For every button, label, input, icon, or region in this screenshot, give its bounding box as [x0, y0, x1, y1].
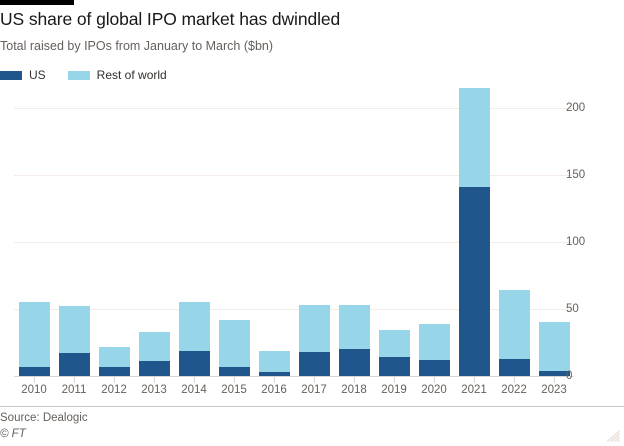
- bar-segment-us[interactable]: [338, 349, 370, 376]
- bar-segment-rest-of-world[interactable]: [498, 290, 530, 359]
- x-axis-tick-label: 2013: [141, 384, 167, 396]
- gridline-150: [14, 175, 574, 177]
- bar-segment-us[interactable]: [418, 359, 450, 376]
- x-axis-tick: [274, 376, 275, 383]
- x-axis-tick-label: 2016: [261, 384, 287, 396]
- bar-segment-us[interactable]: [18, 366, 50, 376]
- x-axis-tick: [474, 376, 475, 383]
- y-axis-tick-label: 150: [566, 169, 586, 182]
- x-axis-tick: [74, 376, 75, 383]
- footer-divider: [0, 406, 624, 407]
- x-axis-tick: [434, 376, 435, 383]
- bar-segment-rest-of-world[interactable]: [298, 305, 330, 352]
- x-axis-tick-label: 2014: [181, 384, 207, 396]
- y-axis-tick-label: 0: [566, 370, 573, 382]
- bar-segment-us[interactable]: [378, 357, 410, 376]
- bar-segment-rest-of-world[interactable]: [258, 350, 290, 372]
- x-axis-tick-label: 2022: [501, 384, 527, 396]
- bar-group[interactable]: [218, 88, 250, 376]
- bar-segment-rest-of-world[interactable]: [178, 302, 210, 351]
- x-axis-tick-label: 2012: [101, 384, 127, 396]
- x-axis-tick: [514, 376, 515, 383]
- x-axis-tick: [114, 376, 115, 383]
- x-axis-tick: [394, 376, 395, 383]
- bar-group[interactable]: [98, 88, 130, 376]
- bar-segment-rest-of-world[interactable]: [58, 306, 90, 354]
- x-axis-tick-label: 2015: [221, 384, 247, 396]
- bar-group[interactable]: [18, 88, 50, 376]
- x-axis-tick: [314, 376, 315, 383]
- gridline-100: [14, 242, 574, 244]
- x-axis-tick: [154, 376, 155, 383]
- x-axis-tick: [354, 376, 355, 383]
- y-axis-tick-label: 100: [566, 236, 586, 249]
- x-axis-tick: [34, 376, 35, 383]
- x-axis-tick-label: 2018: [341, 384, 367, 396]
- bar-segment-rest-of-world[interactable]: [378, 330, 410, 358]
- bar-group[interactable]: [418, 88, 450, 376]
- bar-group[interactable]: [258, 88, 290, 376]
- y-axis-tick-label: 50: [566, 303, 579, 316]
- bar-group[interactable]: [498, 88, 530, 376]
- bar-group[interactable]: [178, 88, 210, 376]
- gridline-50: [14, 309, 574, 311]
- legend-label: US: [29, 68, 46, 82]
- x-axis-tick: [554, 376, 555, 383]
- bar-segment-rest-of-world[interactable]: [338, 305, 370, 350]
- x-axis-tick: [194, 376, 195, 383]
- legend-swatch-icon: [67, 70, 90, 80]
- bar-group[interactable]: [138, 88, 170, 376]
- bar-segment-us[interactable]: [218, 366, 250, 376]
- gridline-0: [14, 376, 574, 377]
- bar-segment-us[interactable]: [498, 358, 530, 376]
- y-axis-tick-label: 200: [566, 102, 586, 115]
- x-axis-tick-label: 2010: [21, 384, 47, 396]
- bar-segment-rest-of-world[interactable]: [18, 302, 50, 367]
- x-axis-tick-label: 2023: [541, 384, 567, 396]
- bar-group[interactable]: [298, 88, 330, 376]
- bar-segment-rest-of-world[interactable]: [418, 323, 450, 360]
- x-axis-tick-label: 2021: [461, 384, 487, 396]
- bar-segment-rest-of-world[interactable]: [218, 319, 250, 367]
- gridline-200: [14, 108, 574, 110]
- chart-legend: US Rest of world: [0, 68, 189, 82]
- source-note: Source: Dealogic: [0, 412, 88, 424]
- bar-segment-us[interactable]: [98, 366, 130, 376]
- legend-label: Rest of world: [96, 68, 167, 82]
- x-axis-tick-label: 2020: [421, 384, 447, 396]
- bar-segment-us[interactable]: [258, 371, 290, 376]
- bar-segment-rest-of-world[interactable]: [138, 331, 170, 362]
- x-axis-tick: [234, 376, 235, 383]
- x-axis-tick-label: 2011: [61, 384, 87, 396]
- bar-segment-us[interactable]: [458, 187, 490, 376]
- bar-group[interactable]: [338, 88, 370, 376]
- legend-item-us[interactable]: US: [0, 69, 46, 81]
- page-title: US share of global IPO market has dwindl…: [0, 9, 341, 29]
- x-axis: 2010 2011 2012 2013 2014 2015 2016 2017 2018 2019…: [14, 376, 574, 404]
- plot-area: [14, 88, 574, 377]
- bar-segment-us[interactable]: [58, 353, 90, 376]
- bar-segment-us[interactable]: [298, 351, 330, 376]
- bar-segment-rest-of-world[interactable]: [98, 346, 130, 367]
- bar-segment-rest-of-world[interactable]: [458, 88, 490, 188]
- bar-series-container: [14, 88, 574, 376]
- bar-group[interactable]: [458, 88, 490, 376]
- top-rule: [0, 0, 74, 5]
- bar-segment-us[interactable]: [178, 350, 210, 376]
- legend-swatch-icon: [0, 70, 22, 80]
- x-axis-tick-label: 2019: [381, 384, 407, 396]
- bar-group[interactable]: [538, 88, 570, 376]
- bar-segment-us[interactable]: [538, 370, 570, 376]
- bar-group[interactable]: [378, 88, 410, 376]
- chart-subtitle: Total raised by IPOs from January to Mar…: [0, 39, 274, 53]
- ft-corner-mark: [604, 429, 620, 442]
- bar-segment-rest-of-world[interactable]: [538, 322, 570, 371]
- copyright-note: © FT: [0, 428, 26, 440]
- bar-segment-us[interactable]: [138, 361, 170, 376]
- legend-item-rest-of-world[interactable]: Rest of world: [67, 68, 167, 82]
- bar-group[interactable]: [58, 88, 90, 376]
- x-axis-tick-label: 2017: [301, 384, 327, 396]
